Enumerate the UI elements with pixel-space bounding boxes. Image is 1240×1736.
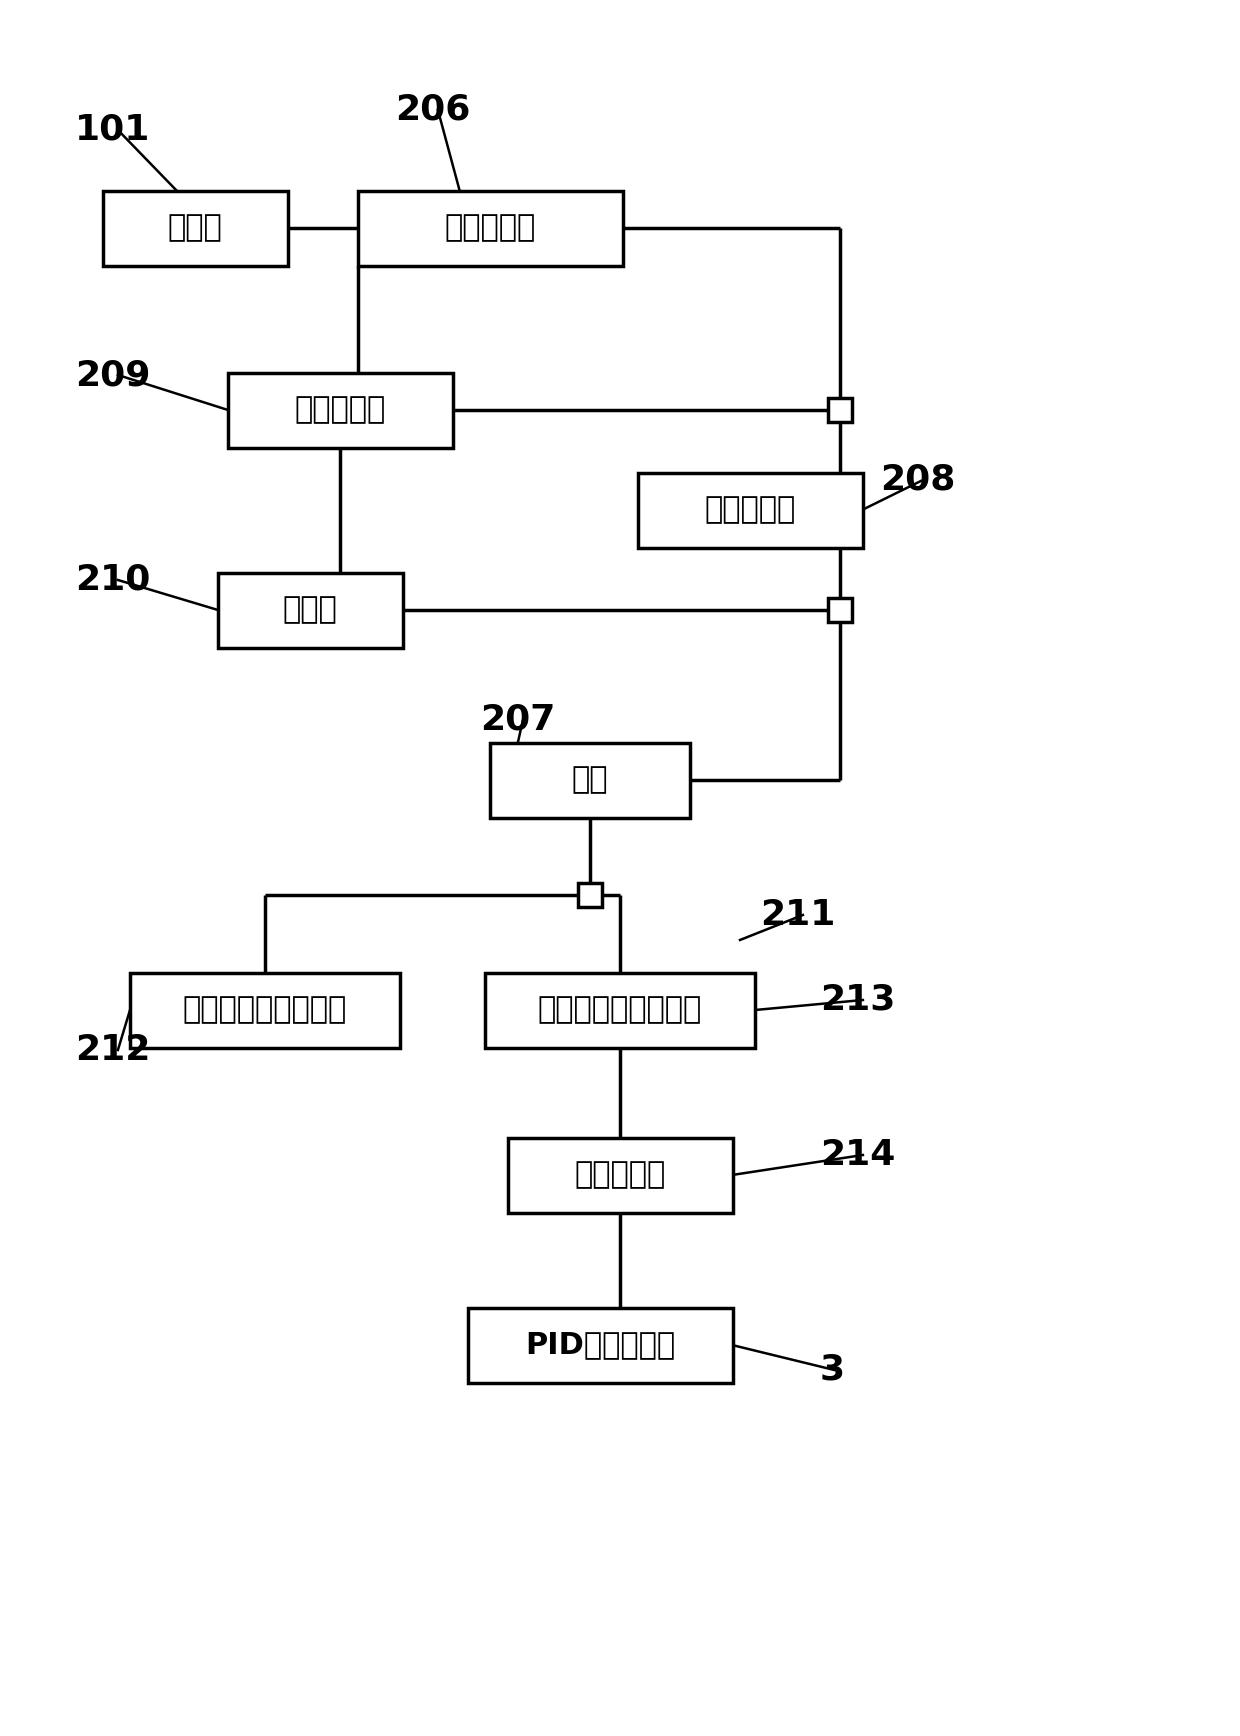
Bar bbox=[130, 972, 401, 1047]
Text: 第二电磁阀: 第二电磁阀 bbox=[294, 396, 386, 425]
Text: 213: 213 bbox=[820, 983, 895, 1017]
Text: 气泵: 气泵 bbox=[572, 766, 609, 795]
Text: 209: 209 bbox=[74, 358, 150, 392]
Text: 101: 101 bbox=[74, 113, 150, 148]
Text: 207: 207 bbox=[480, 703, 556, 738]
Bar bbox=[467, 1307, 733, 1382]
Text: 细过滤装置: 细过滤装置 bbox=[574, 1160, 666, 1189]
Bar bbox=[637, 472, 863, 547]
Text: 第一电磁阀: 第一电磁阀 bbox=[704, 495, 796, 524]
Text: 第一气体流量调节阀: 第一气体流量调节阀 bbox=[182, 995, 347, 1024]
Text: 208: 208 bbox=[880, 464, 955, 496]
Text: 214: 214 bbox=[820, 1139, 895, 1172]
Text: 212: 212 bbox=[74, 1033, 150, 1068]
Bar bbox=[507, 1137, 733, 1212]
Bar bbox=[103, 191, 288, 266]
Text: 206: 206 bbox=[396, 94, 470, 127]
Bar bbox=[828, 398, 852, 422]
Bar bbox=[217, 573, 403, 648]
Text: PID气体检测仪: PID气体检测仪 bbox=[525, 1330, 675, 1359]
Text: 粗过滤装置: 粗过滤装置 bbox=[444, 214, 536, 243]
Bar bbox=[828, 597, 852, 621]
Text: 211: 211 bbox=[760, 898, 836, 932]
Text: 采样管: 采样管 bbox=[167, 214, 222, 243]
Bar bbox=[357, 191, 622, 266]
Text: 3: 3 bbox=[820, 1352, 846, 1387]
Text: 第二气体流量调节阀: 第二气体流量调节阀 bbox=[538, 995, 702, 1024]
Bar bbox=[485, 972, 755, 1047]
Text: 冷凝器: 冷凝器 bbox=[283, 595, 337, 625]
Text: 210: 210 bbox=[74, 562, 150, 597]
Bar bbox=[578, 884, 601, 906]
Bar bbox=[490, 743, 689, 818]
Bar bbox=[227, 373, 453, 448]
